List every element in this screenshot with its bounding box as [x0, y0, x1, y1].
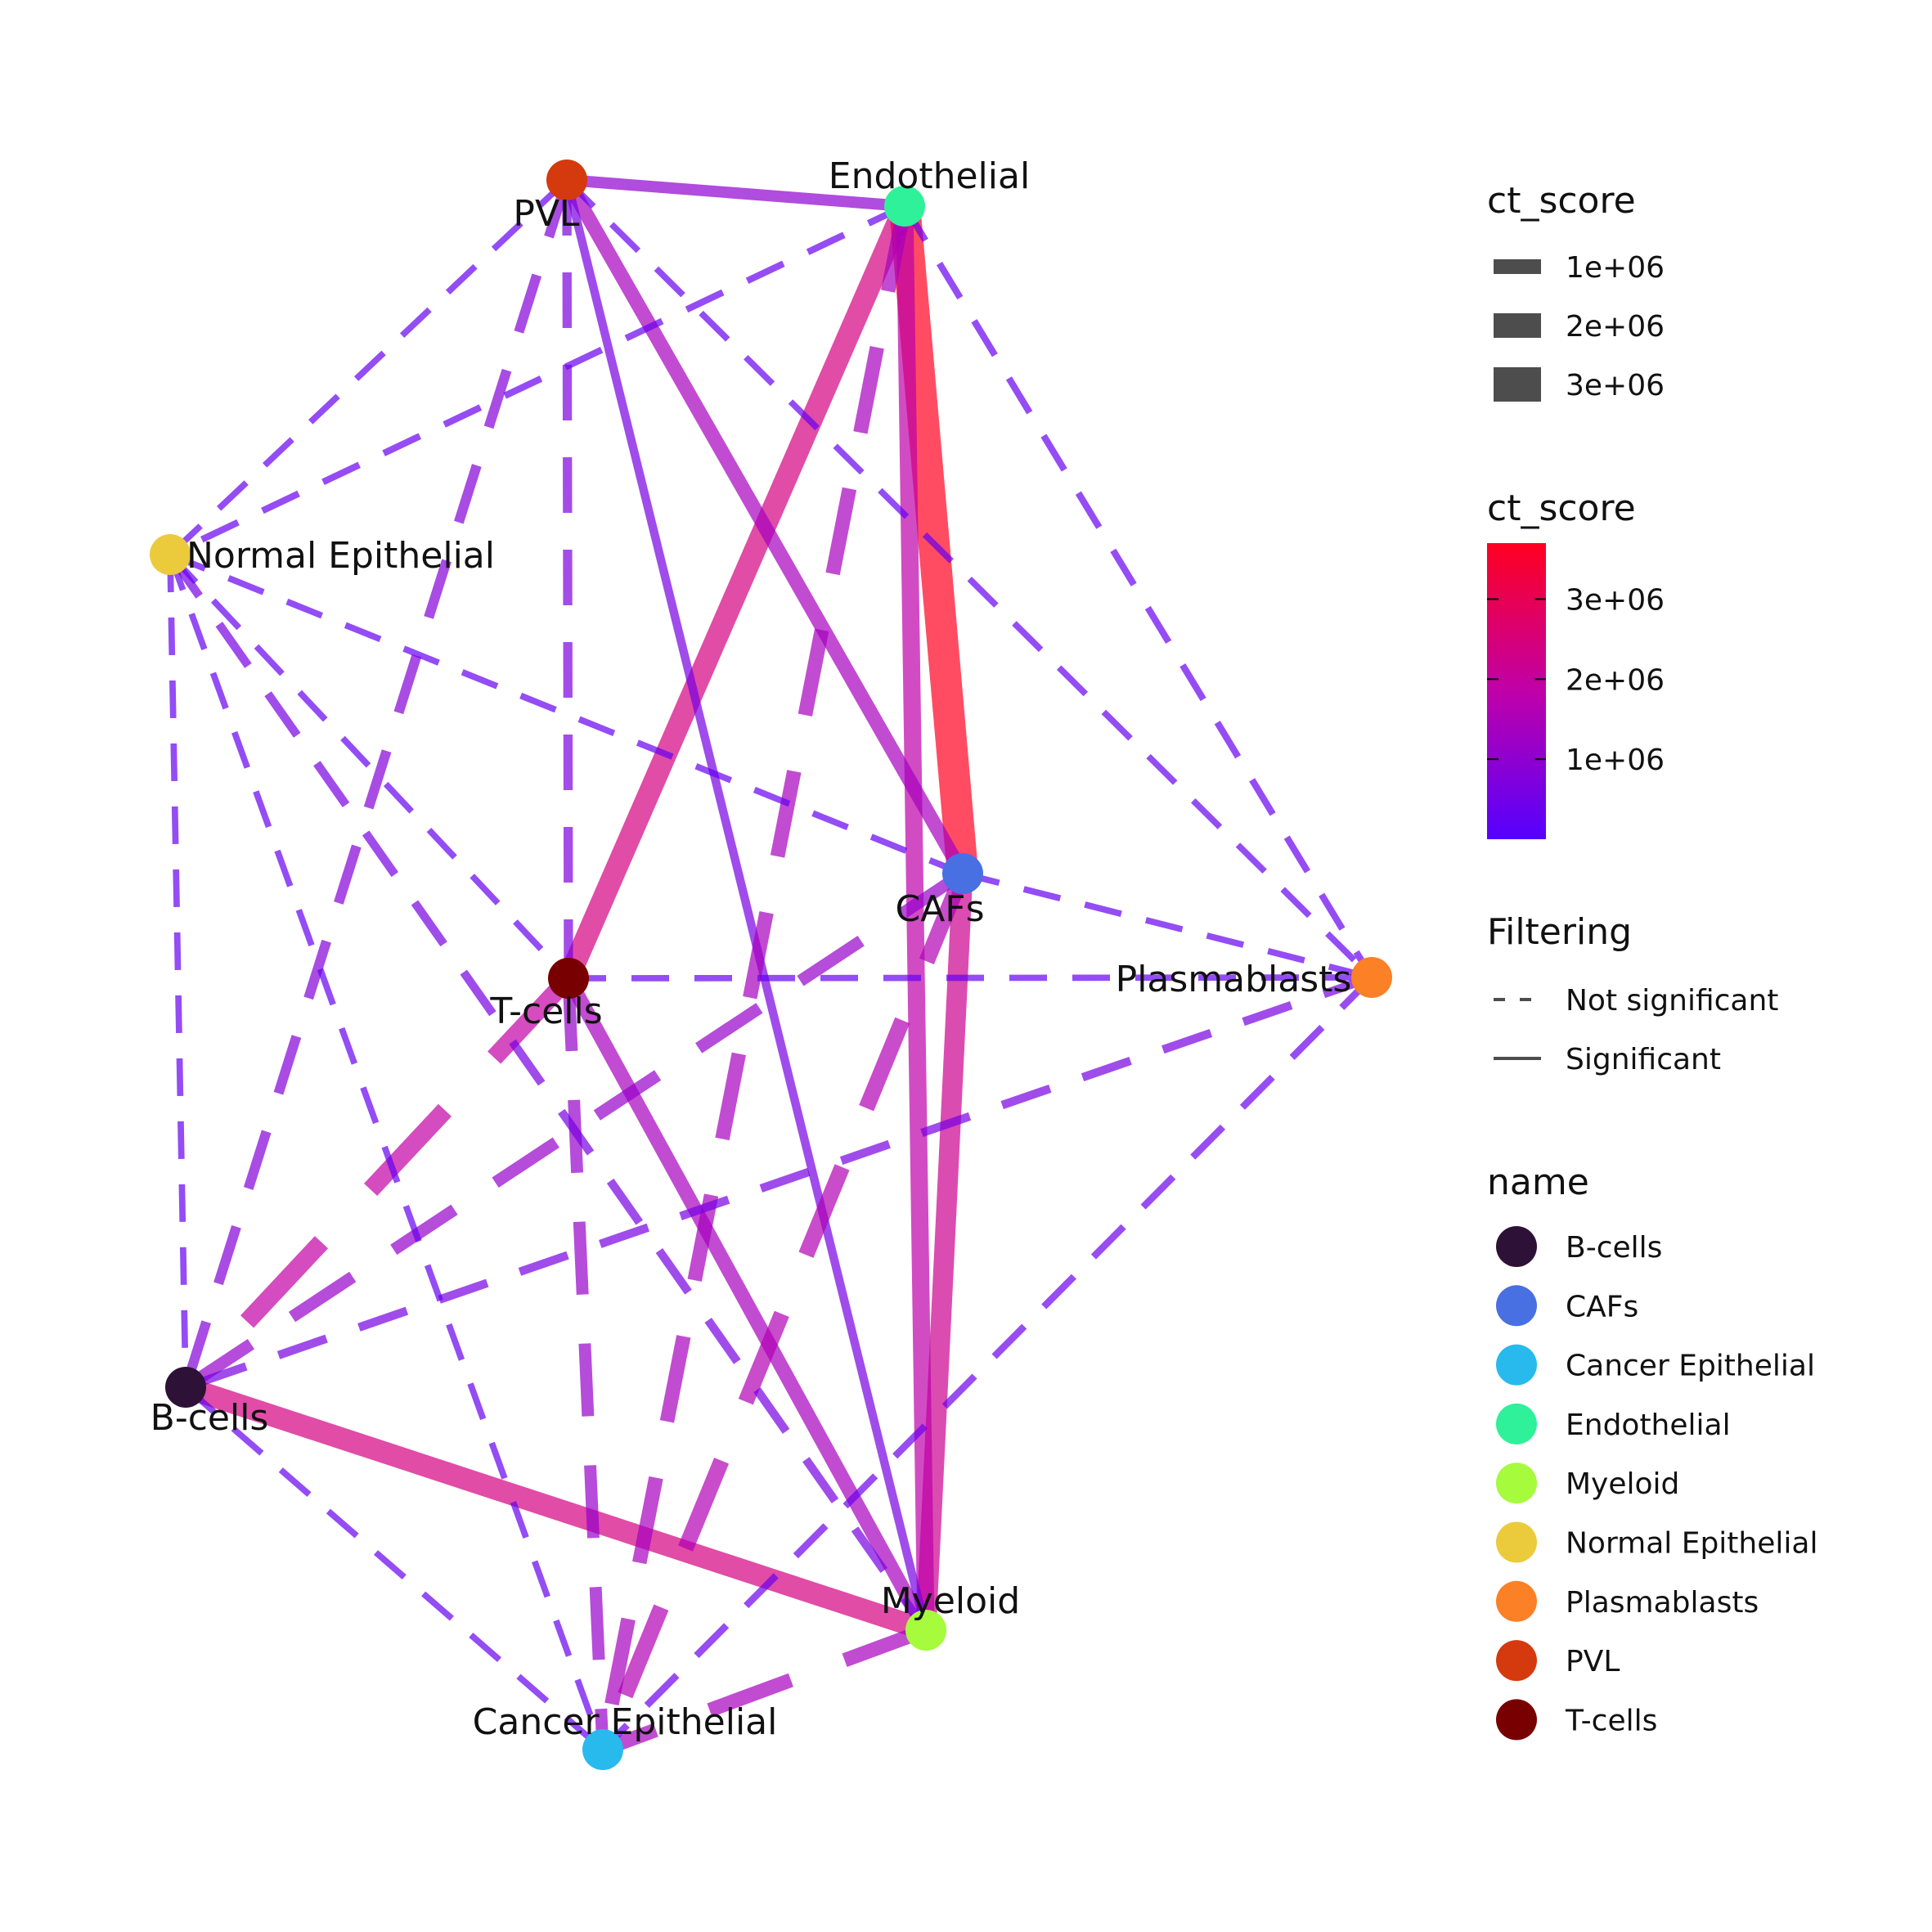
edge-normal-epithelial-b-cells	[167, 554, 189, 1388]
node-label-t-cells: T-cells	[489, 991, 602, 1032]
edge-endothelial-myeloid	[896, 205, 935, 1631]
edge-plasmablasts-cancer-epithelial	[600, 974, 1375, 1753]
edge-cafs-plasmablasts	[962, 870, 1373, 981]
edge-normal-epithelial-myeloid	[166, 552, 930, 1633]
edge-t-cells-cancer-epithelial	[562, 977, 609, 1750]
legend-name-swatch-plasmablasts	[1496, 1580, 1537, 1622]
edge-myeloid-cancer-epithelial	[600, 1623, 929, 1757]
node-label-normal-epithelial: Normal Epithelial	[186, 535, 495, 577]
edge-normal-epithelial-cancer-epithelial	[167, 553, 606, 1751]
legend-width-label-3: 3e+06	[1566, 369, 1665, 402]
legend-width-title: ct_score	[1487, 180, 1636, 222]
edge-endothelial-cancer-epithelial	[595, 204, 912, 1751]
legend-filter-label-significant: Significant	[1566, 1043, 1721, 1076]
legend-width-label-2: 2e+06	[1566, 310, 1665, 344]
legend-name-label-plasmablasts: Plasmablasts	[1566, 1586, 1759, 1620]
edge-pvl-normal-epithelial	[168, 177, 569, 557]
legend-colorbar-label-2: 2e+06	[1566, 663, 1665, 697]
node-normal-epithelial	[150, 534, 191, 575]
legend-filter-label-not-significant: Not significant	[1566, 984, 1778, 1018]
edge-normal-epithelial-cafs	[168, 551, 964, 877]
legend-colorbar-ticks: 3e+06 2e+06 1e+06	[1487, 583, 1665, 777]
edge-t-cells-plasmablasts	[568, 974, 1373, 982]
legend-name-swatch-normal-epithelial	[1496, 1521, 1537, 1563]
node-t-cells	[548, 958, 589, 999]
legend-name-items: B-cells CAFs Cancer Epithelial Endothelial M…	[1496, 1226, 1817, 1741]
legend-colorbar	[1487, 543, 1546, 839]
legend-width-items: 1e+06 2e+06 3e+06	[1494, 251, 1665, 402]
edge-pvl-endothelial	[566, 174, 905, 212]
node-label-plasmablasts: Plasmablasts	[1116, 959, 1352, 1000]
legend-width-key-1	[1494, 259, 1541, 274]
edge-b-cells-myeloid	[182, 1377, 930, 1641]
node-b-cells	[165, 1367, 206, 1408]
legend-name-swatch-endothelial	[1496, 1403, 1537, 1445]
node-label-pvl: PVL	[513, 193, 580, 235]
node-myeloid	[905, 1610, 946, 1651]
edge-t-cells-b-cells	[178, 972, 576, 1394]
edge-b-cells-cancer-epithelial	[183, 1385, 605, 1752]
edge-pvl-b-cells	[181, 178, 572, 1389]
legend-width-key-2	[1494, 313, 1541, 338]
edge-normal-epithelial-t-cells	[168, 552, 571, 981]
node-label-cafs: CAFs	[895, 888, 984, 930]
legend-name-swatch-cafs	[1496, 1285, 1537, 1327]
legend-colorbar-label-3: 1e+06	[1566, 744, 1665, 777]
edge-pvl-cafs	[560, 176, 969, 878]
legend-name-label-myeloid: Myeloid	[1566, 1467, 1679, 1501]
node-label-b-cells: B-cells	[151, 1397, 269, 1439]
node-label-cancer-epithelial: Cancer Epithelial	[473, 1701, 778, 1743]
node-endothelial	[884, 186, 925, 227]
legend: ct_score 1e+06 2e+06 3e+06 ct_score 3e+06 2…	[1487, 180, 1817, 1741]
legend-name-label-pvl: PVL	[1566, 1645, 1620, 1678]
edge-pvl-t-cells	[562, 179, 573, 979]
legend-width-label-1: 1e+06	[1566, 251, 1665, 285]
legend-name-swatch-pvl	[1496, 1640, 1537, 1682]
edge-cafs-b-cells	[182, 868, 967, 1393]
legend-name-label-cancer-epithelial: Cancer Epithelial	[1566, 1350, 1815, 1383]
legend-filtering-items: Not significant Significant	[1494, 984, 1778, 1076]
edge-t-cells-myeloid	[562, 974, 932, 1634]
labels-layer: PVL Endothelial Normal Epithelial CAFs T-cel…	[151, 155, 1352, 1743]
node-label-endothelial: Endothelial	[829, 155, 1030, 197]
node-plasmablasts	[1351, 957, 1392, 998]
legend-name-label-endothelial: Endothelial	[1566, 1409, 1731, 1442]
edge-endothelial-t-cells	[558, 201, 915, 983]
node-label-myeloid: Myeloid	[881, 1580, 1020, 1622]
legend-colorbar-label-1: 3e+06	[1566, 583, 1665, 617]
legend-name-label-b-cells: B-cells	[1566, 1231, 1662, 1265]
legend-name-swatch-t-cells	[1496, 1699, 1537, 1741]
legend-width-key-3	[1494, 367, 1541, 402]
legend-name-swatch-myeloid	[1496, 1462, 1537, 1504]
edge-plasmablasts-b-cells	[184, 973, 1373, 1391]
legend-filtering-title: Filtering	[1487, 911, 1632, 953]
legend-name-label-cafs: CAFs	[1566, 1290, 1638, 1323]
legend-name-label-t-cells: T-cells	[1565, 1704, 1657, 1737]
edges-layer	[166, 174, 1375, 1757]
legend-name-title: name	[1487, 1161, 1589, 1203]
edge-endothelial-plasmablasts	[901, 204, 1375, 980]
edge-endothelial-normal-epithelial	[168, 203, 906, 558]
legend-name-swatch-cancer-epithelial	[1496, 1344, 1537, 1386]
legend-name-label-normal-epithelial: Normal Epithelial	[1566, 1527, 1817, 1561]
node-cafs	[942, 853, 983, 894]
legend-color-title: ct_score	[1487, 487, 1636, 529]
node-cancer-epithelial	[582, 1729, 623, 1770]
edge-pvl-myeloid	[562, 178, 931, 1632]
nodes-layer	[150, 160, 1392, 1770]
node-pvl	[546, 160, 587, 200]
legend-name-swatch-b-cells	[1496, 1226, 1537, 1267]
